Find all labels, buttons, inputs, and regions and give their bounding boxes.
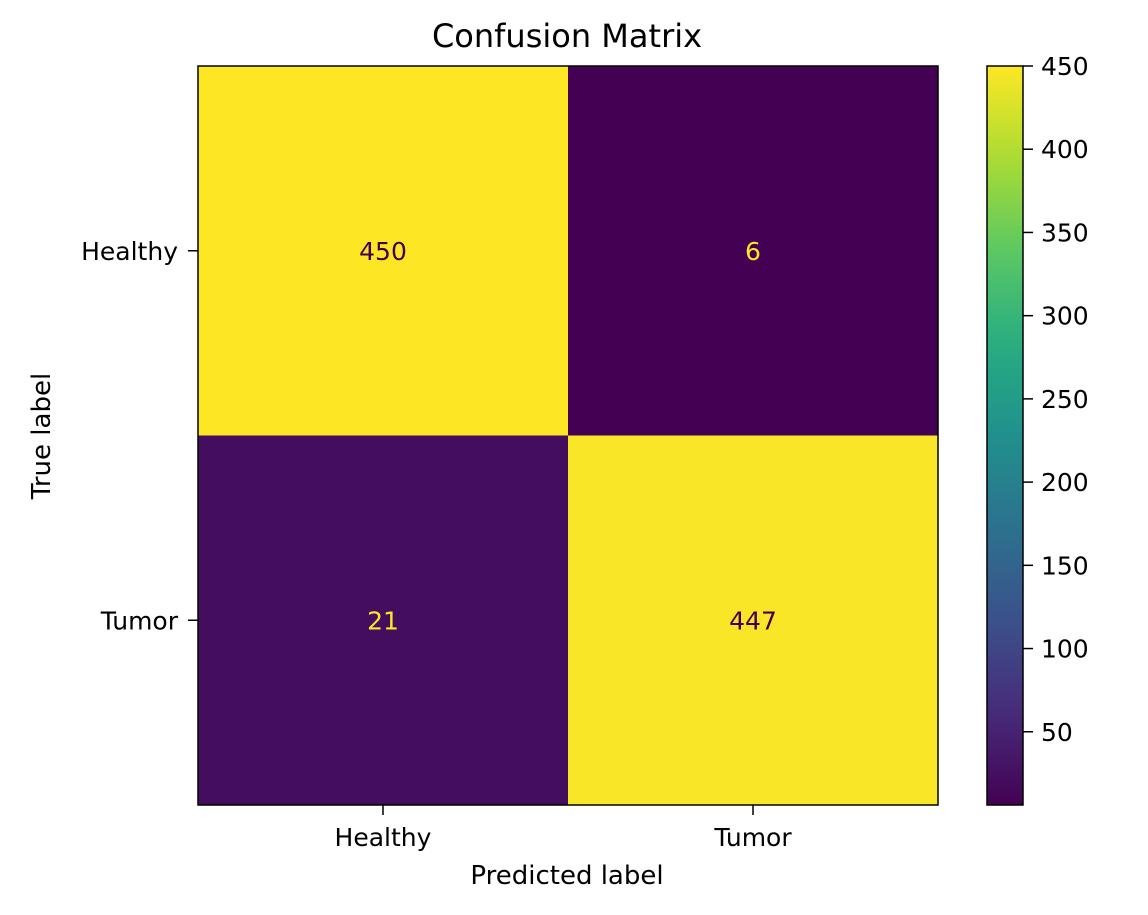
colorbar-tick-label: 150 <box>1041 551 1089 580</box>
cell-value-label: 450 <box>359 237 407 266</box>
heatmap-cell <box>568 435 939 806</box>
x-tick-label: Tumor <box>713 823 792 852</box>
plot-frame <box>197 65 939 806</box>
colorbar-tick-label: 450 <box>1041 52 1089 81</box>
y-tick-label: Healthy <box>81 237 178 266</box>
heatmap-cell <box>198 66 569 436</box>
y-axis: Healthy Tumor <box>81 237 198 635</box>
cell-value-label: 21 <box>367 606 399 635</box>
chart-title: Confusion Matrix <box>432 17 702 55</box>
colorbar-tick-label: 350 <box>1041 218 1089 247</box>
y-axis-label: True label <box>27 373 57 500</box>
x-tick-label: Healthy <box>335 823 432 852</box>
x-axis-label: Predicted label <box>470 861 663 891</box>
colorbar-tick-label: 200 <box>1041 468 1089 497</box>
colorbar-tick-label: 250 <box>1041 385 1089 414</box>
x-axis: Healthy Tumor <box>335 805 792 852</box>
colorbar-ticks: 50 100 150 200 250 300 350 400 450 <box>1023 52 1089 747</box>
cell-value-label: 6 <box>745 237 761 266</box>
colorbar-tick-label: 50 <box>1041 718 1073 747</box>
colorbar-tick-label: 400 <box>1041 135 1089 164</box>
colorbar-tick-label: 100 <box>1041 635 1089 664</box>
colorbar <box>986 65 1024 806</box>
heatmap-cell <box>198 435 569 806</box>
colorbar-tick-label: 300 <box>1041 302 1089 331</box>
y-tick-label: Tumor <box>100 606 179 635</box>
heatmap-cell <box>568 66 939 436</box>
heatmap-cells: 450 6 21 447 <box>198 66 939 806</box>
cell-value-label: 447 <box>729 606 777 635</box>
